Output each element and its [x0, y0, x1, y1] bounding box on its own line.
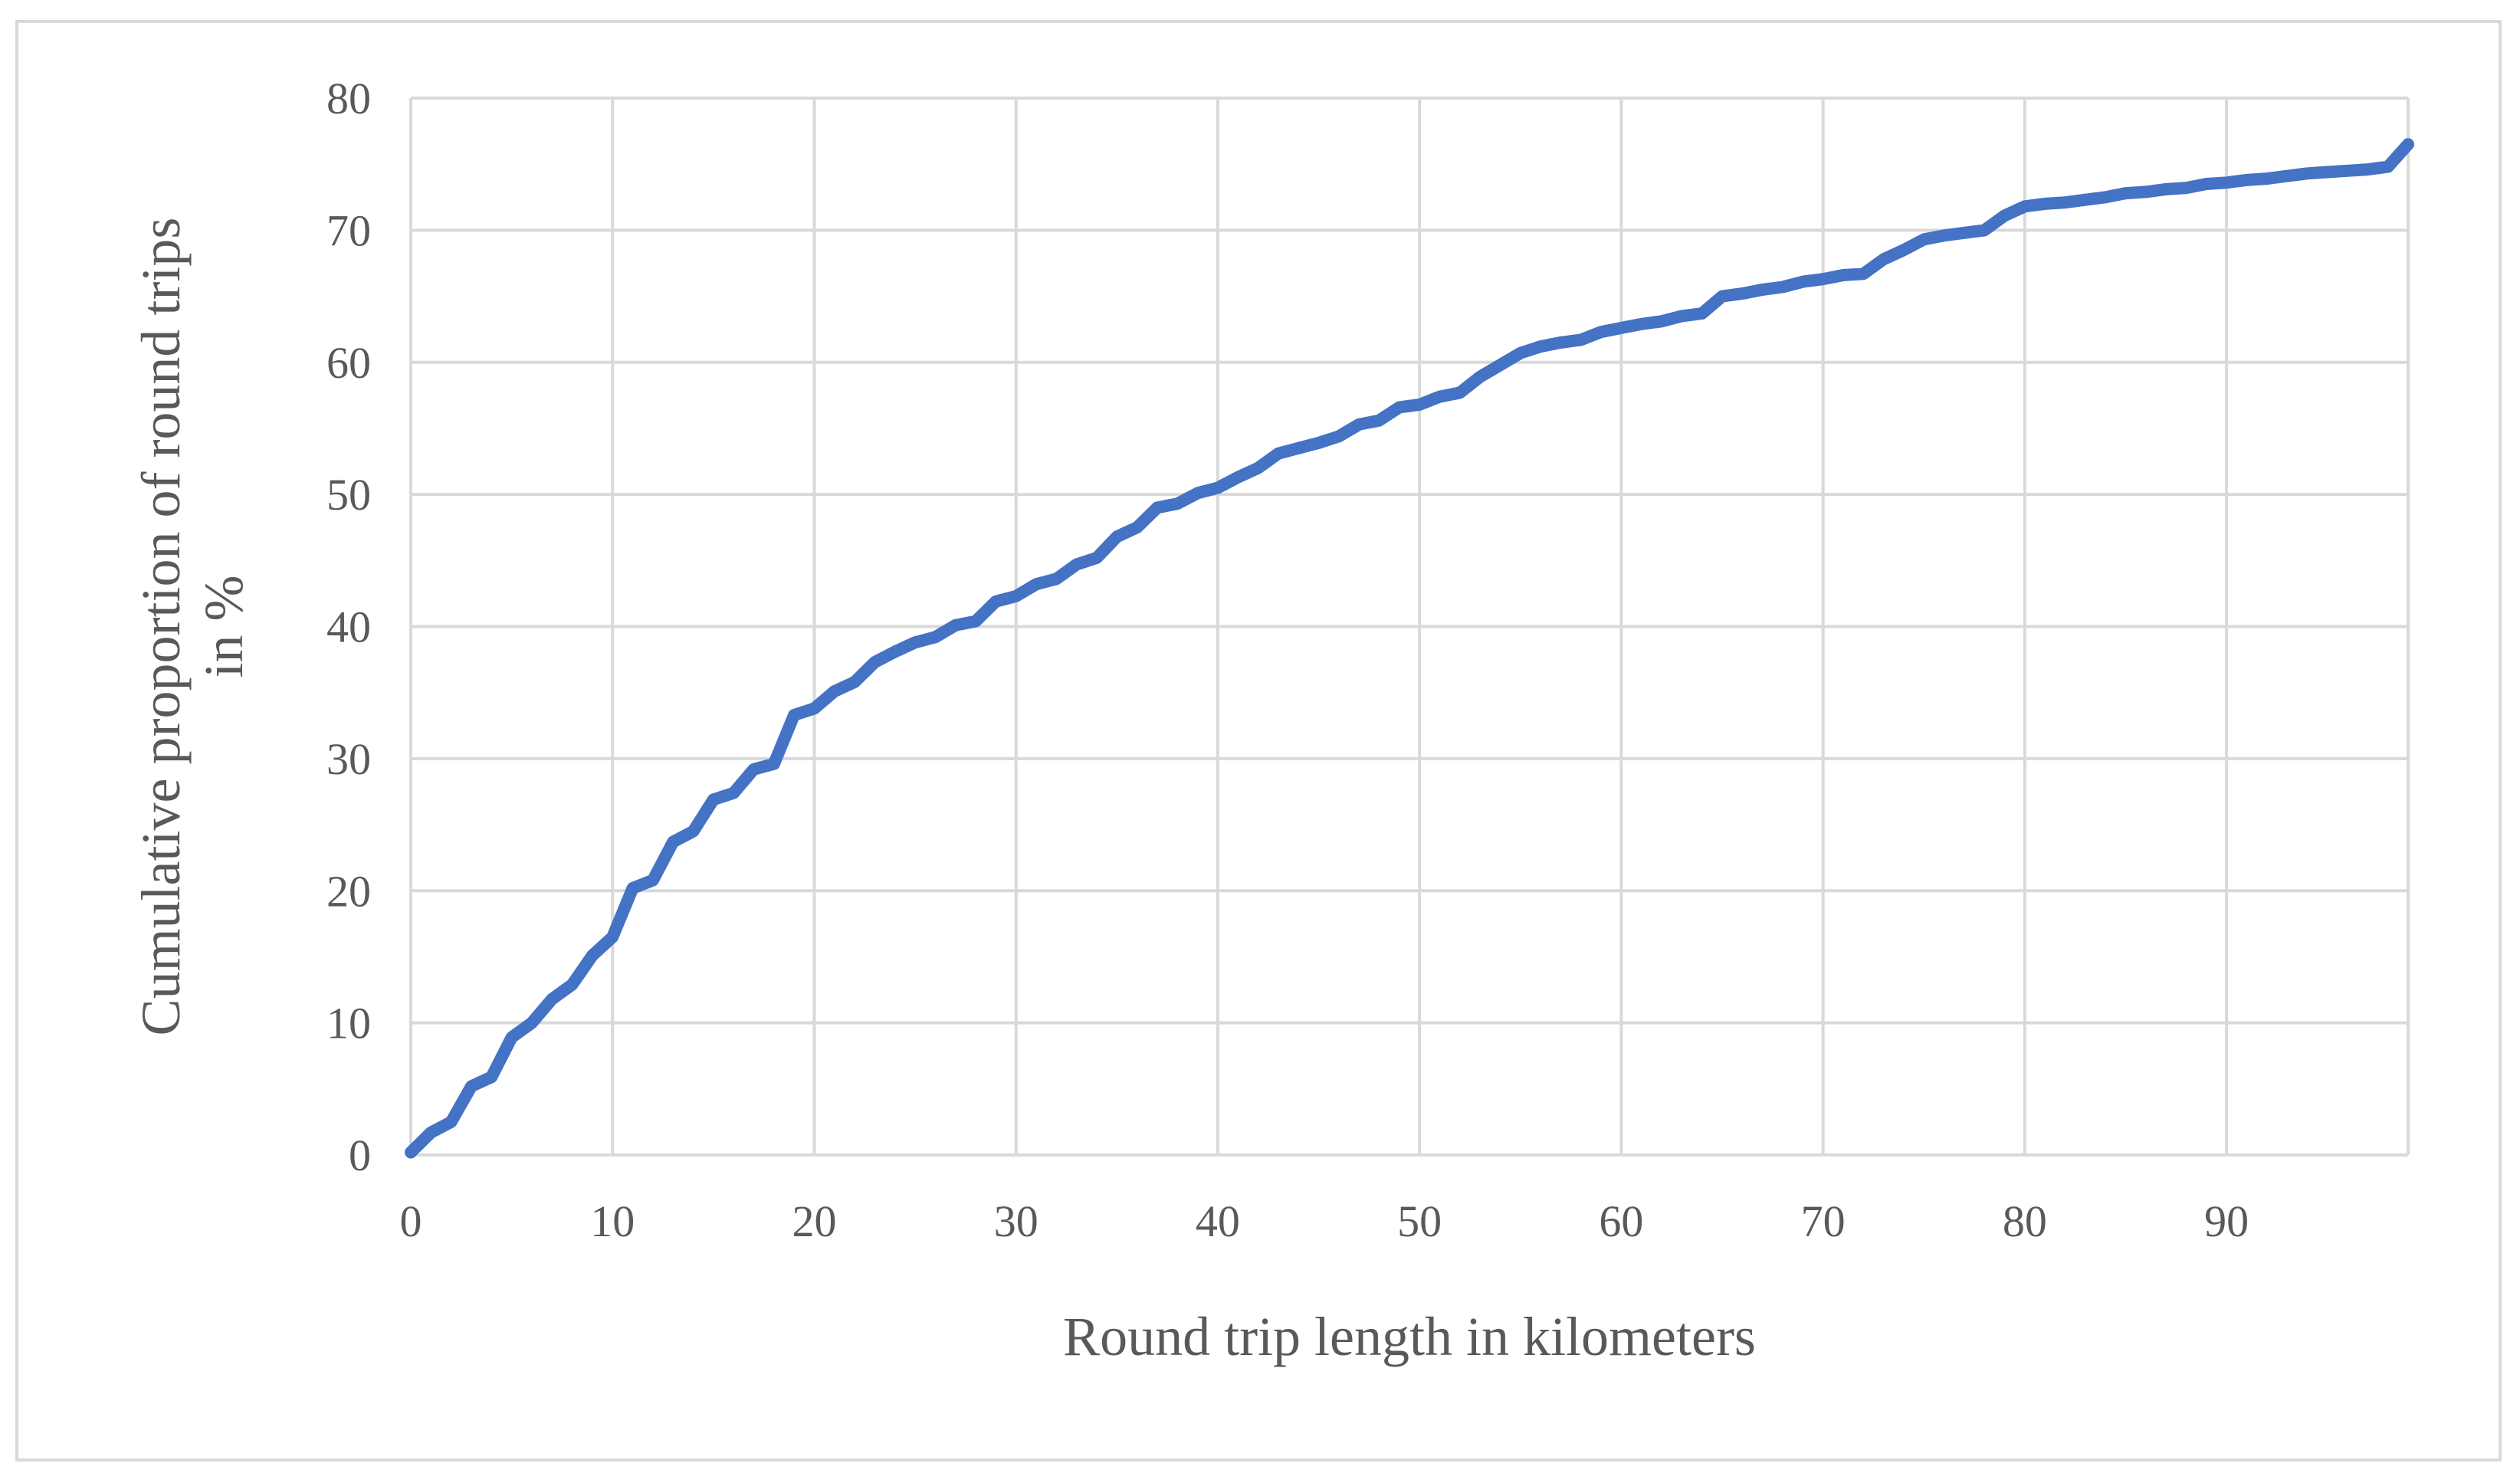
x-tick-label: 10	[590, 1196, 635, 1246]
y-tick-label: 10	[326, 999, 371, 1048]
x-tick-label: 80	[2003, 1196, 2047, 1246]
x-tick-label: 30	[994, 1196, 1039, 1246]
line-chart: 0 10 20 30 40 50 60 70 80 0 10 20 30 40 50 60 70 80 90 Ro…	[130, 74, 2414, 1367]
x-axis-title: Round trip length in kilometers	[1063, 1306, 1756, 1367]
x-tick-label: 0	[400, 1196, 422, 1246]
x-tick-label: 90	[2204, 1196, 2249, 1246]
y-tick-label: 40	[326, 602, 371, 652]
y-tick-label: 20	[326, 866, 371, 916]
y-tick-label: 60	[326, 338, 371, 388]
chart-frame: 0 10 20 30 40 50 60 70 80 0 10 20 30 40 50 60 70 80 90 Ro…	[15, 20, 2502, 1462]
series-line	[405, 138, 2414, 1159]
y-tick-label: 70	[326, 205, 371, 255]
x-tick-label: 20	[792, 1196, 836, 1246]
y-tick-label: 50	[326, 470, 371, 520]
y-tick-label: 80	[326, 74, 371, 123]
x-tick-label: 50	[1397, 1196, 1442, 1246]
x-tick-label: 60	[1599, 1196, 1643, 1246]
y-tick-label: 0	[349, 1130, 371, 1180]
x-tick-label: 70	[1801, 1196, 1846, 1246]
y-axis-title-line-2: in %	[193, 576, 254, 678]
gridlines	[409, 97, 2410, 1157]
y-axis-title-group: Cumulative proportion of round trips in …	[130, 218, 254, 1036]
y-axis-title-line-1: Cumulative proportion of round trips	[130, 218, 192, 1036]
x-tick-label: 40	[1196, 1196, 1240, 1246]
series-group	[405, 138, 2414, 1159]
x-axis-tick-labels: 0 10 20 30 40 50 60 70 80 90	[400, 1196, 2249, 1246]
y-tick-label: 30	[326, 734, 371, 784]
y-axis-tick-labels: 0 10 20 30 40 50 60 70 80	[326, 74, 371, 1180]
